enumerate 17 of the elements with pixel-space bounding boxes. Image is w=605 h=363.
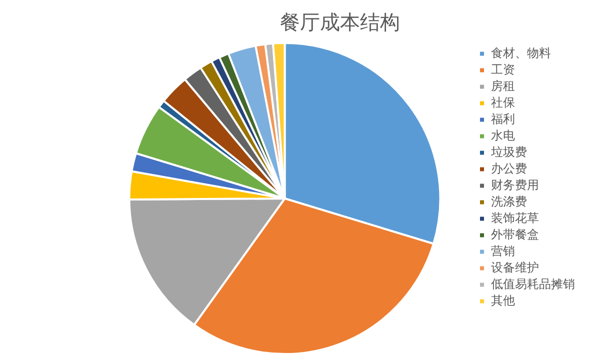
legend-label: 设备维护	[491, 260, 539, 274]
legend-label: 房租	[491, 78, 515, 93]
legend-label: 洗涤费	[491, 194, 527, 208]
legend-label: 福利	[491, 112, 515, 126]
chart-title: 餐厅成本结构	[280, 10, 400, 34]
legend-label: 办公费	[491, 161, 527, 176]
legend-label: 财务费用	[491, 178, 539, 192]
legend-label: 工资	[491, 62, 515, 76]
legend-label: 水电	[491, 128, 515, 142]
legend-label: 社保	[491, 95, 515, 110]
legend-label: 装饰花草	[491, 210, 539, 225]
legend-label: 垃圾费	[490, 144, 527, 159]
legend-label: 食材、物料	[491, 46, 551, 60]
legend-label: 营销	[491, 244, 515, 258]
legend-label: 其他	[491, 293, 515, 308]
legend-label: 低值易耗品摊销	[491, 276, 575, 291]
legend-label: 外带餐盒	[491, 227, 539, 242]
